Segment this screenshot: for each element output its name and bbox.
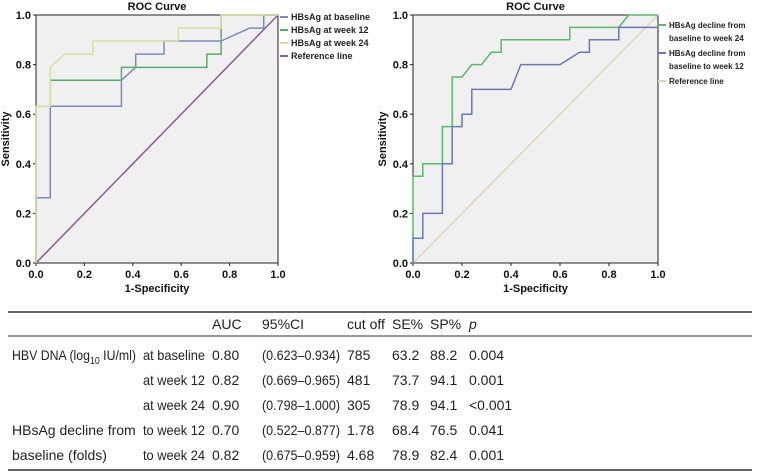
x-tick-label: 0.2 — [77, 269, 92, 281]
y-tick-label: 0.6 — [16, 109, 31, 121]
table-cell: 63.2 — [392, 347, 419, 363]
legend-label: HBsAg at week 12 — [291, 25, 369, 35]
table-cell: 0.001 — [469, 447, 504, 463]
legend-label: HBsAg at baseline — [291, 12, 370, 22]
table-header-4: cut off — [347, 316, 385, 332]
table-header-3: 95%CI — [262, 316, 304, 332]
legend-label: baseline to week 24 — [669, 34, 744, 43]
y-tick-label: 0.2 — [16, 208, 31, 220]
x-tick-label: 0.2 — [454, 269, 469, 281]
auc-table: AUC 95%CI cut off SE% SP% p HBV DNA (log10 IU/… — [8, 311, 752, 471]
table-cell: at baseline — [143, 347, 205, 363]
table-cell: (0.675–0.959) — [262, 447, 340, 463]
chart-title: ROC Curve — [128, 1, 187, 13]
table-cell: to week 12 — [143, 422, 205, 438]
x-tick-label: 0.4 — [125, 269, 141, 281]
table-cell: <0.001 — [469, 397, 512, 413]
table-header-7: p — [468, 316, 477, 332]
table-cell: 0.80 — [212, 347, 239, 363]
y-tick-label: 0.2 — [393, 208, 408, 220]
table-cell: (0.798–1.000) — [262, 397, 340, 413]
label-part: 10 — [90, 356, 100, 367]
table-cell: 4.68 — [347, 447, 374, 463]
table-cell: 78.9 — [392, 447, 419, 463]
x-tick-label: 0.4 — [503, 269, 519, 281]
y-tick-label: 0.4 — [16, 159, 32, 171]
roc-chart-right: ROC Curve 1-Specificity Sensitivity 0.0 0.2 0… — [377, 1, 745, 295]
roc-series-line-2 — [412, 14, 659, 264]
chart-title: ROC Curve — [506, 1, 565, 13]
table-row-label: HBsAg decline from — [12, 422, 136, 438]
table-header-2: AUC — [212, 316, 242, 332]
x-axis-label: 1-Specificity — [125, 283, 191, 295]
legend-label: Reference line — [669, 77, 724, 86]
table-cell: 0.82 — [212, 372, 239, 388]
table-cell: 88.2 — [430, 347, 457, 363]
table-cell: 785 — [347, 347, 371, 363]
table-cell: (0.623–0.934) — [262, 347, 340, 363]
roc-chart-left: ROC Curve 1-Specificity Sensitivity 0.0 0.2 0… — [0, 1, 370, 295]
x-tick-label: 0.8 — [222, 269, 237, 281]
table-cell: (0.669–0.965) — [262, 372, 340, 388]
x-axis-label: 1-Specificity — [503, 283, 569, 295]
label-part: HBV DNA (log — [12, 347, 90, 363]
table-cell: 94.1 — [430, 397, 457, 413]
roc-series-line-0 — [412, 14, 658, 263]
legend-label: HBsAg at week 24 — [291, 38, 369, 48]
table-cell: 0.70 — [212, 422, 239, 438]
table-cell: 481 — [347, 372, 371, 388]
x-tick-label: 0.8 — [601, 269, 616, 281]
table-cell: 78.9 — [392, 397, 419, 413]
table-cell: 94.1 — [430, 372, 457, 388]
y-tick-label: 0.8 — [16, 60, 31, 72]
y-tick-label: 1.0 — [393, 10, 408, 22]
table-cell: 305 — [347, 397, 371, 413]
x-tick-label: 0.6 — [174, 269, 189, 281]
table-cell: 0.041 — [469, 422, 504, 438]
legend-label: baseline to week 12 — [669, 62, 744, 71]
y-axis-label: Sensitivity — [0, 111, 12, 167]
table-cell: at week 12 — [143, 372, 205, 388]
y-axis-label: Sensitivity — [377, 111, 389, 167]
table-cell: 0.004 — [469, 347, 504, 363]
table-cell: 73.7 — [392, 372, 419, 388]
table-cell: 0.90 — [212, 397, 239, 413]
y-tick-label: 1.0 — [16, 10, 31, 22]
roc-series-line-2 — [35, 14, 278, 263]
table-cell: to week 24 — [143, 447, 205, 463]
x-tick-label: 0.6 — [552, 269, 567, 281]
legend-label: HBsAg decline from — [669, 21, 745, 30]
table-cell: 0.001 — [469, 372, 504, 388]
table-cell: (0.522–0.877) — [262, 422, 340, 438]
table-cell: at week 24 — [143, 397, 205, 413]
x-tick-label: 0.0 — [28, 269, 43, 281]
legend-label: HBsAg decline from — [669, 49, 745, 58]
y-tick-label: 0.0 — [393, 258, 408, 270]
table-header-6: SP% — [430, 316, 461, 332]
roc-series-line-1 — [412, 26, 658, 263]
table-cell: 0.82 — [212, 447, 239, 463]
table-cell: 1.78 — [347, 422, 374, 438]
x-tick-label: 1.0 — [270, 269, 285, 281]
roc-series-line-3 — [35, 14, 279, 264]
table-row-label: baseline (folds) — [12, 447, 107, 463]
table-cell: 76.5 — [430, 422, 457, 438]
y-tick-label: 0.8 — [393, 60, 408, 72]
y-tick-label: 0.0 — [16, 258, 31, 270]
y-tick-label: 0.6 — [393, 109, 408, 121]
roc-series-line-0 — [35, 14, 278, 263]
x-tick-label: 1.0 — [650, 269, 665, 281]
table-header-5: SE% — [392, 316, 423, 332]
label-part: IU/ml) — [100, 347, 136, 363]
table-row-label: HBV DNA (log10 IU/ml) — [12, 347, 136, 367]
table-cell: 82.4 — [430, 447, 457, 463]
legend-label: Reference line — [291, 51, 353, 61]
table-cell: 68.4 — [392, 422, 419, 438]
x-tick-label: 0.0 — [405, 269, 420, 281]
y-tick-label: 0.4 — [393, 159, 409, 171]
